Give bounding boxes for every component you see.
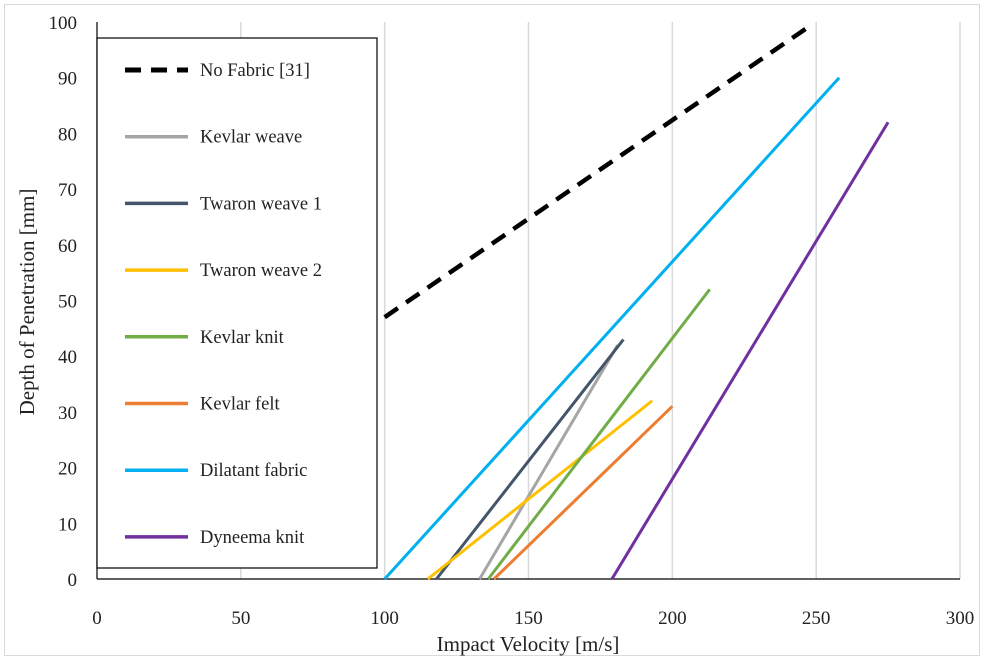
chart-frame (4, 4, 980, 656)
y-axis-label: Depth of Penetration [mm] (15, 189, 39, 416)
y-tick-label: 80 (58, 124, 77, 145)
x-tick-label: 250 (802, 608, 831, 629)
series-line-3 (426, 399, 654, 581)
y-tick-label: 70 (58, 180, 77, 201)
legend-label: Dilatant fabric (200, 461, 307, 481)
series-line-7 (610, 121, 890, 580)
legend-label: Twaron weave 2 (200, 261, 322, 281)
legend-box (96, 37, 378, 569)
series-line-6 (383, 76, 841, 581)
y-tick-label: 0 (68, 570, 78, 591)
series-lines (383, 25, 890, 581)
legend-label: Kevlar weave (200, 128, 302, 148)
x-axis-label: Impact Velocity [m/s] (437, 632, 620, 656)
y-tick-labels: 0 10 20 30 40 50 60 70 80 90 100 (49, 13, 78, 591)
x-tick-label: 0 (92, 608, 102, 629)
y-tick-label: 40 (58, 347, 77, 368)
legend-label: Twaron weave 1 (200, 194, 322, 214)
x-tick-label: 50 (231, 608, 250, 629)
legend-label: Kevlar knit (200, 328, 285, 348)
y-tick-label: 90 (58, 69, 77, 90)
x-tick-label: 200 (658, 608, 687, 629)
series-line-5 (492, 405, 674, 581)
series-line-0 (383, 25, 809, 320)
y-tick-label: 30 (58, 403, 77, 424)
legend-label: Dyneema knit (200, 528, 305, 548)
x-tick-labels: 0 50 100 150 200 250 300 (92, 608, 974, 629)
y-tick-label: 10 (58, 514, 77, 535)
y-tick-label: 20 (58, 459, 77, 480)
series-line-4 (487, 288, 711, 580)
x-tick-label: 150 (514, 608, 543, 629)
x-tick-label: 100 (370, 608, 399, 629)
y-tick-label: 100 (49, 13, 78, 34)
legend-label: No Fabric [31] (200, 61, 310, 81)
legend-label: Kevlar felt (200, 395, 280, 415)
y-tick-label: 60 (58, 236, 77, 257)
y-tick-label: 50 (58, 292, 77, 313)
legend: No Fabric [31] Kevlar weave Twaron weave 1… (96, 37, 378, 569)
series-line-1 (478, 344, 619, 580)
series-line-2 (435, 338, 625, 580)
x-tick-label: 300 (946, 608, 975, 629)
